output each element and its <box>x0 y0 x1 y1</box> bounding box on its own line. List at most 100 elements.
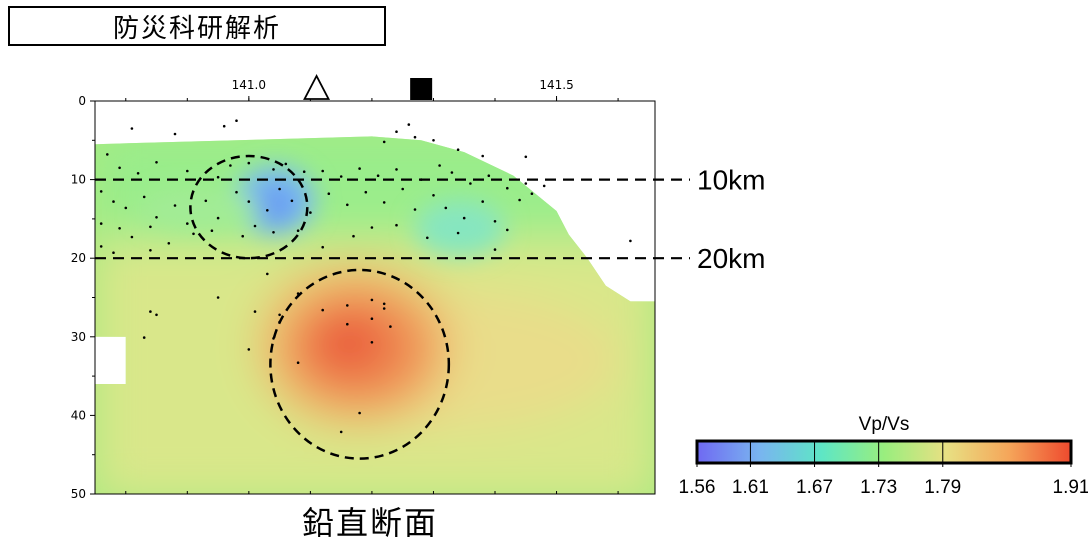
colorbar-label: Vp/Vs <box>859 414 910 435</box>
hypocenter-dot <box>327 192 331 195</box>
hypocenter-dot <box>352 234 355 238</box>
hypocenter-dot <box>173 204 177 207</box>
hypocenter-dot <box>309 211 312 214</box>
hypocenter-dot <box>210 229 214 232</box>
hypocenter-dot <box>432 194 435 197</box>
hypocenter-dot <box>395 168 398 171</box>
hypocenter-dot <box>382 302 386 306</box>
hypocenter-dot <box>266 209 269 212</box>
hypocenter-dot <box>506 228 509 232</box>
hypocenter-dot <box>266 272 269 276</box>
hypocenter-dot <box>524 182 528 185</box>
high-vpvs-anomaly-outline <box>269 268 451 460</box>
depth-tick-label: 40 <box>71 408 86 422</box>
hypocenter-dot <box>506 186 509 190</box>
hypocenter-dot <box>278 187 281 191</box>
hypocenter-dot <box>302 170 306 173</box>
longitude-tick-label: 141.5 <box>539 78 573 92</box>
hypocenter-dot <box>364 190 368 194</box>
hypocenter-dot <box>99 222 103 225</box>
hypocenter-dot <box>370 226 374 229</box>
hypocenter-dot <box>216 296 220 299</box>
hypocenter-dot <box>456 148 460 151</box>
depth-tick-label: 50 <box>71 487 86 501</box>
colorbar-tick-label: 1.56 <box>679 477 716 498</box>
hypocenter-dot <box>272 168 275 171</box>
hypocenter-dot <box>370 341 374 344</box>
hypocenter-dot <box>253 310 257 313</box>
hypocenter-dot <box>426 236 429 240</box>
hypocenter-dot <box>296 361 300 365</box>
hypocenter-dot <box>112 251 115 254</box>
hypocenter-dot <box>407 123 411 126</box>
colorbar-tick-label: 1.73 <box>860 477 897 498</box>
reference-line-label: 10km <box>697 165 765 196</box>
triangle-marker <box>303 74 331 100</box>
station-markers <box>303 74 433 100</box>
vpvs-field <box>95 136 655 494</box>
hypocenter-dot <box>112 200 115 203</box>
depth-tick-label: 20 <box>71 251 86 265</box>
hypocenter-dot <box>186 222 189 225</box>
hypocenter-dot <box>216 175 220 179</box>
hypocenter-dot <box>376 174 380 177</box>
hypocenter-dot <box>118 166 121 170</box>
depth-axis: 0 10 20 30 40 50 <box>71 94 95 501</box>
depth-tick-label: 0 <box>78 94 86 108</box>
hypocenter-dot <box>481 200 485 203</box>
hypocenter-dot <box>229 164 232 167</box>
hypocenter-dot <box>438 164 441 167</box>
hypocenter-dot <box>413 135 417 139</box>
hypocenter-dot <box>518 198 521 202</box>
hypocenter-dot <box>346 203 349 207</box>
hypocenter-dot <box>382 140 386 144</box>
hypocenter-dot <box>481 154 485 158</box>
hypocenter-dot <box>235 119 238 122</box>
hypocenter-dot <box>370 298 374 302</box>
square-marker <box>410 78 433 100</box>
depth-tick-label: 10 <box>71 173 86 187</box>
hypocenter-dot <box>204 199 208 203</box>
hypocenter-dot <box>321 169 325 173</box>
colorbar-tick-label: 1.79 <box>924 477 961 498</box>
hypocenter-dot <box>272 337 275 340</box>
hypocenter-dot <box>450 171 454 174</box>
vpvs-colorbar: Vp/Vs 1.56 1.61 1.67 1.73 1.79 1.91 <box>679 414 1088 498</box>
hypocenter-dot <box>278 313 281 317</box>
colorbar-tick-label: 1.61 <box>732 477 769 498</box>
hypocenter-dot <box>401 187 405 191</box>
hypocenter-dot <box>272 231 275 234</box>
hypocenter-dot <box>247 161 251 165</box>
hypocenter-dot <box>524 155 528 159</box>
longitude-tick-label: 141.0 <box>232 78 266 92</box>
hypocenter-dot <box>358 411 361 415</box>
hypocenter-dot <box>106 153 109 156</box>
colorbar-scale <box>695 439 1073 465</box>
low-vpvs-anomaly-outline <box>189 154 309 260</box>
longitude-axis: 141.0 141.5 <box>125 78 619 494</box>
hypocenter-dot <box>296 229 300 232</box>
hypocenter-dot <box>493 248 497 251</box>
hypocenter-dot <box>186 169 189 173</box>
hypocenter-dot <box>130 127 134 130</box>
hypocenter-dot <box>542 184 546 188</box>
hypocenter-dot <box>346 304 349 307</box>
hypocenter-dot <box>222 124 226 128</box>
hypocenter-dot <box>358 167 361 170</box>
hypocenter-dot <box>346 322 349 326</box>
hypocenter-dot <box>247 200 251 203</box>
reference-line-label: 20km <box>697 243 765 274</box>
hypocenter-dot <box>487 174 491 177</box>
hypocenter-dot <box>142 195 146 199</box>
vertical-section-caption: 鉛直断面 <box>301 504 438 542</box>
anomaly-outlines <box>189 154 451 460</box>
hypocenter-dot <box>235 190 238 194</box>
hypocenter-dot <box>99 245 103 248</box>
depth-tick-label: 30 <box>71 330 86 344</box>
hypocenter-dot <box>382 307 386 310</box>
hypocenter-dot <box>456 231 460 235</box>
hypocenter-dot <box>462 216 466 220</box>
hypocenter-dot <box>216 216 220 220</box>
hypocenter-dot <box>382 201 386 204</box>
hypocenter-dot <box>142 336 146 339</box>
